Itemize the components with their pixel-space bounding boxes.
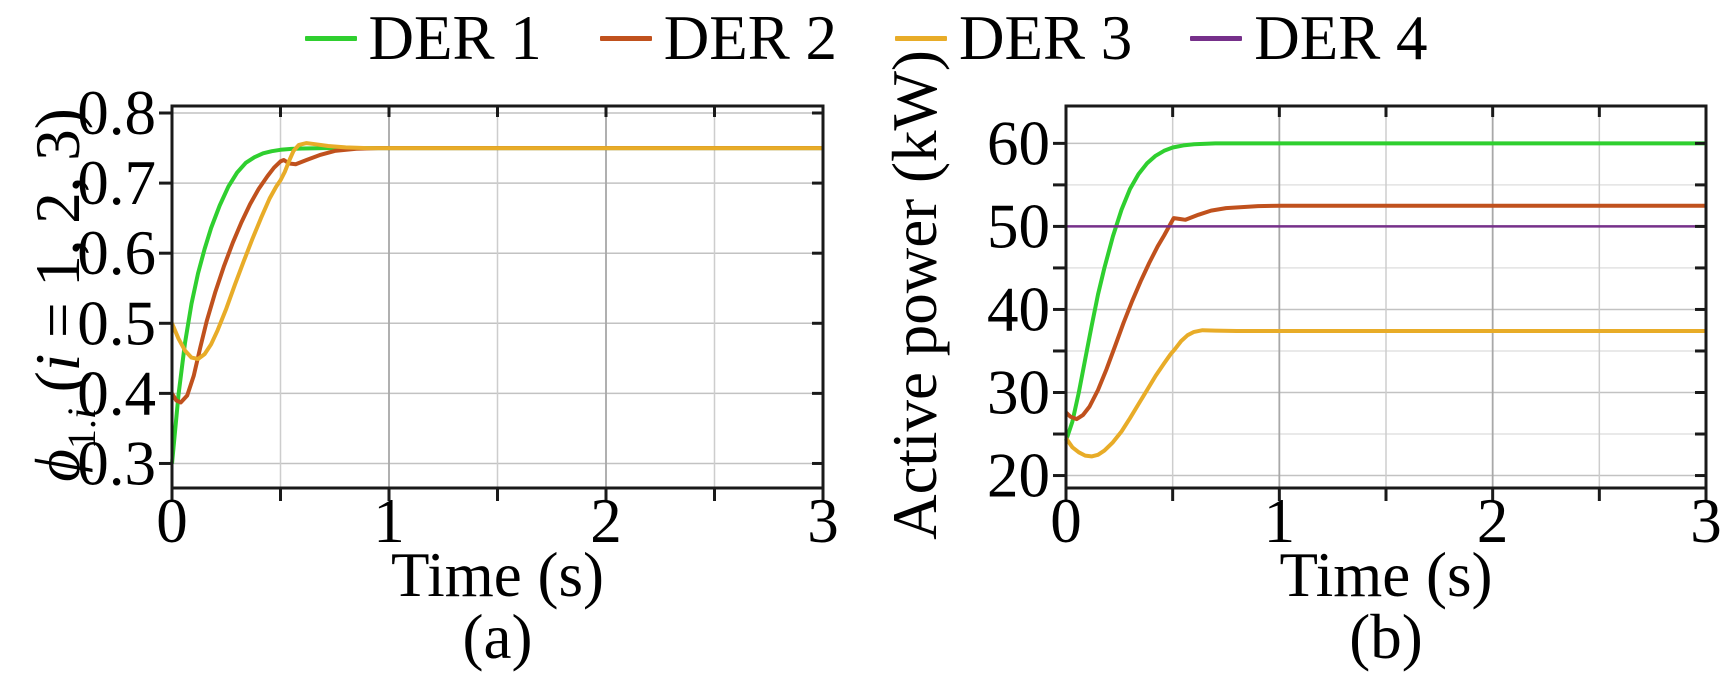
y-tick-label: 40 (987, 274, 1050, 344)
y-axis-label-b: Active power (kW) (880, 50, 950, 540)
series-line-der-3 (170, 141, 823, 361)
series-line-der-2 (1064, 203, 1706, 422)
y-axis-label-a: ϕ1.i (i = 1, 2, 3) (23, 108, 104, 482)
x-tick-label: 2 (1477, 486, 1509, 556)
y-tick-label: 0.5 (77, 288, 156, 358)
x-tick-label: 3 (1690, 486, 1722, 556)
legend: DER 1 DER 2 DER 3 DER 4 (0, 6, 1732, 70)
x-axis-label: Time (s) (1280, 540, 1493, 610)
legend-line-icon (1190, 35, 1243, 41)
legend-label: DER 2 (663, 3, 837, 73)
x-tick-label: 1 (1264, 486, 1296, 556)
x-axis-label: Time (s) (391, 540, 604, 610)
legend-line-icon (895, 35, 947, 41)
subplot-label: (a) (463, 602, 533, 672)
legend-label: DER 4 (1254, 3, 1428, 73)
legend-label: DER 3 (959, 3, 1133, 73)
legend-item-4: DER 4 (1190, 3, 1428, 73)
legend-line-icon (304, 35, 357, 41)
y-tick-label: 60 (987, 108, 1050, 178)
y-tick-label: 20 (987, 441, 1050, 511)
y-tick-label: 0.6 (77, 218, 156, 288)
legend-item-3: DER 3 (895, 6, 1132, 70)
subplot-label: (b) (1349, 602, 1422, 672)
y-tick-label: 0.8 (77, 78, 156, 148)
x-tick-label: 0 (1050, 486, 1082, 556)
y-tick-label: 0.3 (77, 428, 156, 498)
series-line-der-3 (1064, 328, 1706, 459)
legend-label: DER 1 (368, 3, 542, 73)
series-line-der-1 (1064, 141, 1706, 442)
y-tick-label: 0.7 (77, 148, 156, 218)
legend-item-2: DER 2 (599, 3, 837, 73)
y-tick-label: 30 (987, 358, 1050, 428)
x-tick-label: 2 (590, 486, 622, 556)
y-tick-label: 0.4 (77, 358, 156, 428)
legend-line-icon (599, 35, 652, 41)
y-tick-label: 50 (987, 191, 1050, 261)
x-tick-label: 0 (156, 486, 188, 556)
legend-item-1: DER 1 (304, 3, 542, 73)
series-line-der-1 (170, 146, 823, 464)
x-tick-label: 3 (807, 486, 839, 556)
x-tick-label: 1 (373, 486, 405, 556)
series-line-der-2 (170, 146, 823, 405)
